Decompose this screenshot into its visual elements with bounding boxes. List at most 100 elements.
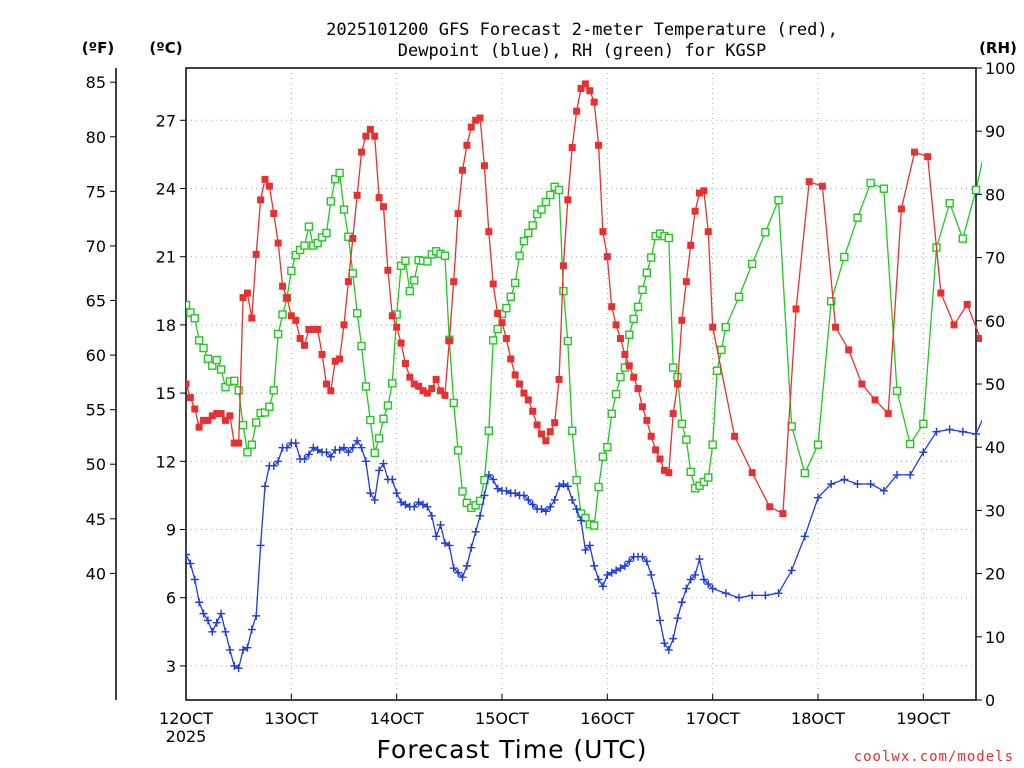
temperature-point — [410, 380, 418, 388]
temperature-point — [792, 305, 800, 313]
c-tick-label: 24 — [156, 179, 176, 198]
f-tick-label: 50 — [86, 455, 106, 474]
rh-point — [212, 355, 221, 365]
dewpoint-point — [607, 568, 616, 577]
temperature-point — [590, 98, 598, 106]
temperature-point — [204, 416, 212, 424]
rh-point — [945, 199, 954, 208]
temperature-point — [678, 316, 686, 324]
rh-point — [502, 303, 511, 313]
temperature-point — [498, 319, 506, 327]
x-tick-sublabel: 2025 — [166, 727, 207, 746]
chart-title: 2025101200 GFS Forecast 2-meter Temperat… — [326, 20, 838, 61]
rh-point — [357, 341, 366, 351]
dewpoint-point — [357, 443, 366, 452]
dewpoint-point — [945, 425, 954, 434]
temperature-point — [779, 510, 787, 518]
dewpoint-series — [186, 419, 982, 673]
temperature-point — [603, 253, 611, 261]
dewpoint-point — [563, 482, 572, 491]
dewpoint-point — [800, 532, 809, 541]
rh-tick-label: 50 — [985, 375, 1005, 394]
temperature-point — [252, 250, 260, 258]
temperature-point — [599, 228, 607, 236]
dewpoint-point — [458, 573, 467, 582]
rh-point — [853, 213, 862, 222]
rh-tick-label: 70 — [985, 249, 1005, 268]
rh-point — [313, 238, 322, 248]
temperature-point — [445, 337, 453, 345]
temperature-point — [612, 321, 620, 329]
dewpoint-point — [598, 582, 607, 591]
rh-point — [990, 107, 997, 114]
dewpoint-point — [392, 489, 401, 498]
rh-point — [581, 513, 590, 523]
temperature-point — [709, 323, 717, 331]
dewpoint-point — [704, 580, 713, 589]
rh-point — [291, 250, 300, 260]
temperature-point — [963, 300, 971, 308]
dewpoint-point — [638, 552, 647, 561]
dewpoint-point — [234, 664, 243, 673]
dewpoint-point — [326, 452, 335, 461]
dewpoint-point — [423, 502, 432, 511]
temperature-point — [309, 325, 317, 333]
dewpoint-point — [436, 520, 445, 529]
rh-point — [629, 314, 638, 324]
rh-point — [388, 379, 397, 388]
dewpoint-point — [401, 500, 410, 509]
temperature-point — [950, 321, 958, 329]
temperature-point — [832, 323, 840, 331]
temperature-point — [274, 239, 282, 247]
f-tick-label: 45 — [86, 510, 106, 529]
rh-point — [638, 285, 647, 295]
rh-point — [265, 402, 274, 411]
rh-point — [339, 205, 349, 214]
c-tick-label: 21 — [156, 248, 176, 267]
temperature-point — [551, 419, 559, 427]
temperature-point — [226, 412, 234, 420]
temperature-point — [261, 175, 269, 183]
rh-point — [379, 414, 388, 423]
dewpoint-point — [541, 507, 550, 516]
temperature-point — [362, 132, 370, 140]
dewpoint-point — [958, 427, 967, 436]
rh-point — [572, 475, 581, 485]
rh-point — [826, 297, 836, 306]
dewpoint-point — [471, 527, 480, 536]
temperature-point — [520, 389, 528, 397]
temperature-point — [845, 346, 853, 354]
rh-point — [216, 365, 226, 374]
rh-point — [269, 386, 278, 395]
dewpoint-point — [568, 495, 577, 504]
rh-point — [243, 448, 252, 457]
celsius-unit-label: (ºC) — [149, 39, 182, 57]
dewpoint-line — [186, 419, 982, 670]
rh-point — [489, 336, 498, 345]
rh-point — [532, 209, 542, 219]
rh-point — [317, 233, 327, 242]
dewpoint-point — [203, 616, 212, 625]
dewpoint-point — [590, 561, 599, 570]
dewpoint-point — [449, 564, 458, 573]
temperature-point — [485, 228, 493, 236]
rh-point — [546, 190, 555, 200]
rh-point — [568, 426, 577, 435]
temperature-point — [292, 316, 300, 324]
temperature-line — [186, 82, 982, 515]
temperature-point — [366, 125, 374, 133]
temperature-point — [660, 466, 668, 474]
temperature-point — [340, 321, 348, 329]
rh-point — [559, 286, 568, 296]
dewpoint-point — [625, 557, 634, 566]
dewpoint-point — [616, 564, 625, 573]
dewpoint-point — [511, 489, 520, 498]
rh-point — [471, 501, 480, 510]
rh-point — [401, 256, 410, 265]
rh-point — [589, 521, 599, 530]
temperature-point — [222, 416, 229, 424]
temperature-point — [208, 412, 216, 420]
dewpoint-point — [322, 448, 331, 457]
rh-point — [774, 195, 783, 205]
dewpoint-point — [537, 505, 546, 514]
